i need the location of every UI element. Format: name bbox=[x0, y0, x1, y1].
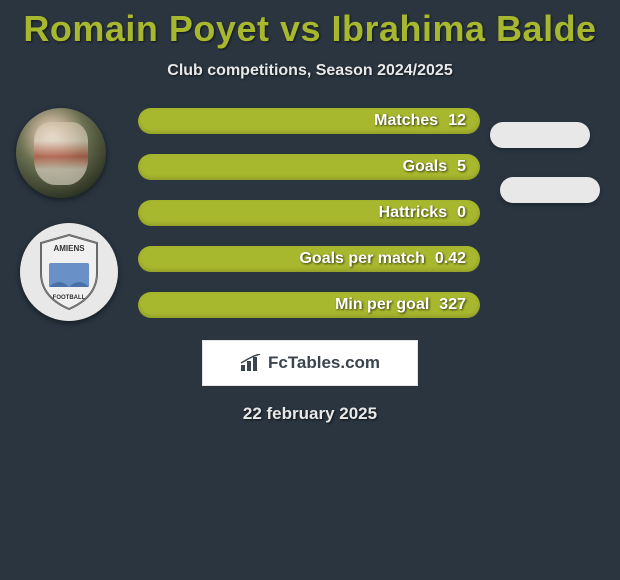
stat-row-mpg: Min per goal 327 bbox=[138, 292, 480, 318]
opponent-pill bbox=[490, 122, 590, 148]
shield-icon: AMIENS FOOTBALL bbox=[35, 233, 103, 311]
stat-value: 0.42 bbox=[435, 250, 466, 268]
stat-label: Min per goal bbox=[138, 296, 439, 314]
page-title: Romain Poyet vs Ibrahima Balde bbox=[0, 0, 620, 50]
stat-label: Goals bbox=[138, 158, 457, 176]
subtitle: Club competitions, Season 2024/2025 bbox=[0, 62, 620, 80]
opponent-pill bbox=[500, 177, 600, 203]
chart-icon bbox=[240, 354, 262, 372]
stat-row-hattricks: Hattricks 0 bbox=[138, 200, 480, 226]
fctables-logo[interactable]: FcTables.com bbox=[202, 340, 418, 386]
stat-label: Matches bbox=[138, 112, 448, 130]
stat-row-matches: Matches 12 bbox=[138, 108, 480, 134]
stats-bars: Matches 12 Goals 5 Hattricks 0 Goals per… bbox=[138, 108, 480, 318]
snapshot-date: 22 february 2025 bbox=[0, 404, 620, 424]
stat-label: Hattricks bbox=[138, 204, 457, 222]
stat-row-gpm: Goals per match 0.42 bbox=[138, 246, 480, 272]
stat-value: 12 bbox=[448, 112, 466, 130]
stat-label: Goals per match bbox=[138, 250, 435, 268]
player-photo bbox=[16, 108, 106, 198]
stat-row-goals: Goals 5 bbox=[138, 154, 480, 180]
stat-value: 327 bbox=[439, 296, 466, 314]
stat-value: 5 bbox=[457, 158, 466, 176]
club-badge: AMIENS FOOTBALL bbox=[20, 223, 118, 321]
logo-text: FcTables.com bbox=[268, 353, 380, 373]
svg-text:FOOTBALL: FOOTBALL bbox=[53, 295, 86, 301]
svg-text:AMIENS: AMIENS bbox=[53, 244, 85, 253]
stat-value: 0 bbox=[457, 204, 466, 222]
